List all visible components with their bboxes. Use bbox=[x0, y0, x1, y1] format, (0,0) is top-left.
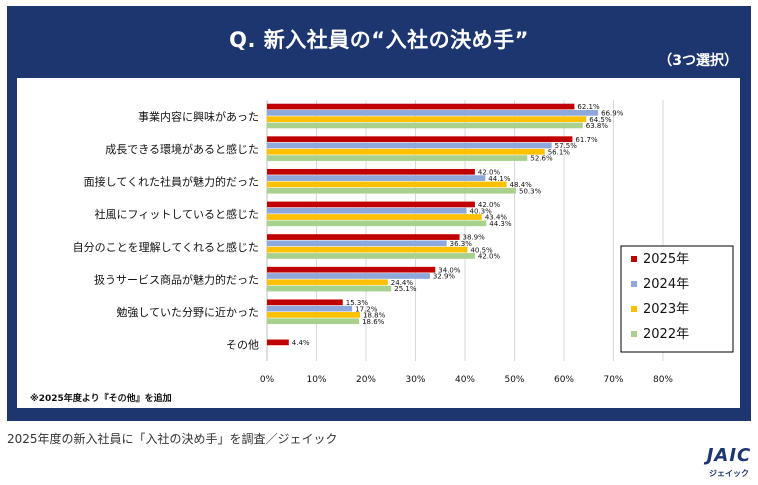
bar-2022年 bbox=[267, 187, 516, 194]
legend-box bbox=[620, 245, 734, 353]
value-label: 4.4% bbox=[292, 339, 310, 347]
legend-label: 2022年 bbox=[643, 327, 689, 342]
value-label: 42.0% bbox=[478, 168, 501, 176]
value-label: 52.6% bbox=[530, 155, 553, 163]
legend-swatch bbox=[631, 306, 637, 312]
value-label: 56.1% bbox=[548, 148, 571, 156]
value-label: 44.3% bbox=[489, 220, 512, 228]
bar-2024年 bbox=[267, 207, 467, 214]
legend-swatch bbox=[631, 256, 637, 262]
logo-text: JAIC bbox=[706, 445, 752, 466]
bar-2024年 bbox=[267, 110, 599, 116]
x-tick-label: 30% bbox=[405, 375, 425, 385]
bar-2025年 bbox=[267, 266, 436, 273]
bar-2025年 bbox=[267, 339, 289, 346]
value-label: 63.8% bbox=[586, 122, 609, 130]
value-label: 43.4% bbox=[485, 214, 508, 222]
bar-2025年 bbox=[267, 136, 573, 143]
bar-2023年 bbox=[267, 214, 482, 220]
bar-2025年 bbox=[267, 103, 575, 110]
bar-2023年 bbox=[267, 279, 388, 286]
bar-2022年 bbox=[267, 122, 583, 129]
category-label: 社風にフィットしていると感じた bbox=[95, 207, 259, 221]
value-label: 48.4% bbox=[510, 181, 533, 189]
legend-label: 2024年 bbox=[643, 277, 689, 292]
category-label: 面接してくれた社員が魅力的だった bbox=[84, 175, 259, 189]
value-label: 44.1% bbox=[488, 175, 511, 183]
bar-2023年 bbox=[267, 116, 587, 123]
value-label: 38.9% bbox=[463, 234, 486, 242]
category-label: 事業内容に興味があった bbox=[138, 109, 259, 123]
x-tick-label: 60% bbox=[554, 375, 574, 385]
value-label: 25.1% bbox=[394, 285, 417, 293]
value-label: 15.3% bbox=[346, 299, 369, 307]
value-label: 18.8% bbox=[363, 312, 386, 320]
bar-2022年 bbox=[267, 155, 528, 161]
bar-2024年 bbox=[267, 142, 552, 149]
footnote: ※2025年度より『その他』を追加 bbox=[30, 394, 172, 404]
value-label: 24.4% bbox=[391, 279, 414, 287]
x-tick-label: 70% bbox=[603, 375, 623, 385]
value-label: 42.0% bbox=[478, 201, 501, 209]
value-label: 57.5% bbox=[555, 142, 578, 150]
chart-title: Q. 新入社員の“入社の決め手” bbox=[229, 28, 529, 52]
bar-2023年 bbox=[267, 181, 507, 188]
value-label: 42.0% bbox=[478, 253, 501, 261]
x-tick-label: 10% bbox=[306, 375, 326, 385]
legend-swatch bbox=[631, 331, 637, 337]
value-label: 36.3% bbox=[450, 240, 473, 248]
x-tick-label: 0% bbox=[260, 375, 275, 385]
value-label: 62.1% bbox=[577, 103, 600, 111]
value-label: 61.7% bbox=[575, 136, 598, 144]
logo-subtext: ジェイック bbox=[709, 469, 749, 478]
bar-2024年 bbox=[267, 175, 486, 181]
bar-2023年 bbox=[267, 246, 468, 253]
value-label: 17.2% bbox=[355, 305, 378, 313]
bar-2025年 bbox=[267, 299, 343, 306]
category-label: 勉強していた分野に近かった bbox=[116, 305, 259, 319]
bar-2025年 bbox=[267, 168, 475, 175]
legend-label: 2023年 bbox=[643, 302, 689, 317]
bar-2022年 bbox=[267, 285, 392, 292]
x-tick-label: 20% bbox=[356, 375, 376, 385]
value-label: 18.6% bbox=[362, 318, 385, 326]
value-label: 50.3% bbox=[519, 187, 542, 195]
category-label: 自分のことを理解してくれると感じた bbox=[73, 240, 259, 254]
value-label: 32.9% bbox=[433, 273, 456, 281]
bar-2022年 bbox=[267, 220, 487, 227]
category-label: その他 bbox=[226, 339, 259, 352]
bar-2023年 bbox=[267, 312, 361, 318]
bar-2022年 bbox=[267, 253, 475, 259]
value-label: 66.9% bbox=[601, 110, 624, 118]
chart-panel: 0% 10% 20% 30% 40% 50% 60% 70% 80% 事業内容に興味があった 62.… bbox=[17, 78, 750, 478]
value-label: 34.0% bbox=[438, 266, 461, 274]
x-tick-label: 80% bbox=[653, 375, 673, 385]
jaic-logo: JAIC ジェイック bbox=[699, 445, 758, 485]
value-label: 64.5% bbox=[589, 116, 612, 124]
bar-2022年 bbox=[267, 318, 360, 325]
x-tick-label: 50% bbox=[504, 375, 524, 385]
value-label: 40.3% bbox=[469, 207, 492, 215]
category-label: 成長できる環境があると感じた bbox=[105, 142, 259, 156]
legend-label: 2025年 bbox=[643, 252, 689, 267]
bar-2024年 bbox=[267, 273, 430, 279]
legend-swatch bbox=[631, 281, 637, 287]
bar-2024年 bbox=[267, 305, 353, 312]
image-caption: 2025年度の新入社員に「入社の決め手」を調査／ジェイック bbox=[7, 432, 338, 446]
chart-subtitle: （3つ選択） bbox=[658, 53, 738, 69]
x-tick-label: 40% bbox=[455, 375, 475, 385]
category-label: 扱うサービス商品が魅力的だった bbox=[94, 272, 259, 286]
bar-2023年 bbox=[267, 148, 545, 155]
bar-2025年 bbox=[267, 201, 475, 208]
bar-chart: 0% 10% 20% 30% 40% 50% 60% 70% 80% 事業内容に興味があった 62.… bbox=[73, 100, 734, 385]
bar-2025年 bbox=[267, 234, 460, 240]
value-label: 40.5% bbox=[470, 246, 493, 254]
bar-2024年 bbox=[267, 240, 447, 247]
